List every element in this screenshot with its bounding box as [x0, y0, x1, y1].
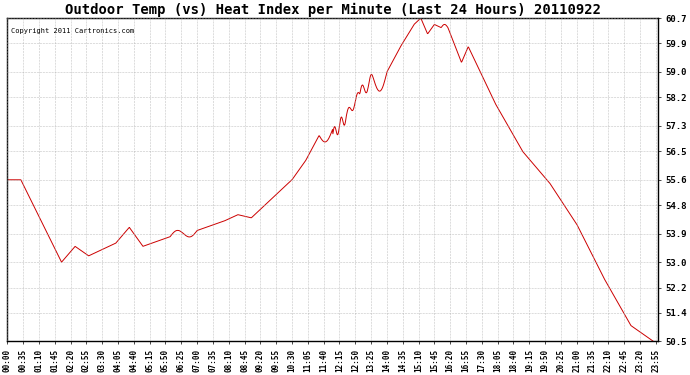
Title: Outdoor Temp (vs) Heat Index per Minute (Last 24 Hours) 20110922: Outdoor Temp (vs) Heat Index per Minute …	[65, 3, 601, 17]
Text: Copyright 2011 Cartronics.com: Copyright 2011 Cartronics.com	[10, 28, 134, 34]
